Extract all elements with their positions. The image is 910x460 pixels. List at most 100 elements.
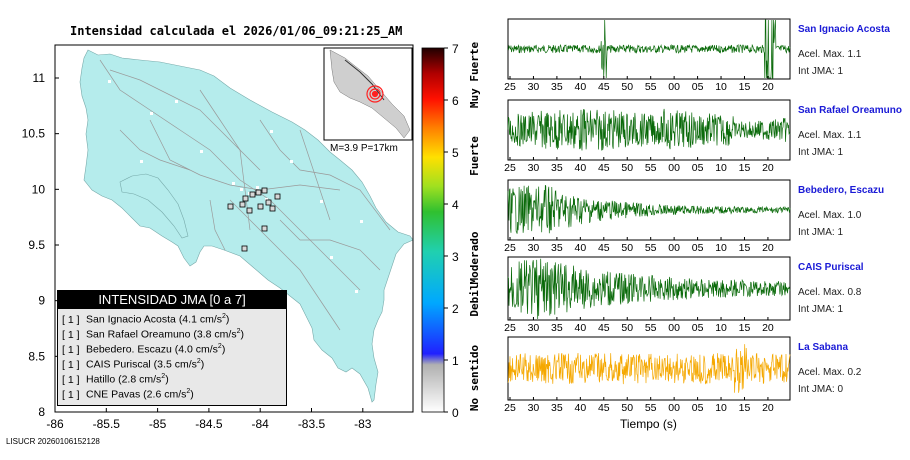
legend-station: Bebedero. Escazu (4.0 cm/s: [86, 343, 218, 356]
station-name: Bebedero, Escazu: [798, 185, 885, 196]
legend-station: Hatillo (2.8 cm/s: [86, 373, 162, 386]
town-dots: [108, 80, 363, 293]
legend-unit-exponent: 2: [236, 328, 241, 335]
waveform-panel: 25 30 35 40 45 50 55 00 05 10 15 20: [504, 99, 791, 174]
footer-id: LISUCR 20260106152128: [6, 437, 100, 446]
colorbar-category: Moderado: [468, 231, 481, 284]
station-accel: Acel. Max. 1.0: [798, 210, 862, 221]
trace-x-tick: 40: [575, 402, 587, 414]
trace-x-tick: 40: [575, 81, 587, 93]
legend-row: [ 1 ] CNE Pavas (2.6 cm/s2): [58, 384, 286, 401]
legend-level: [ 1 ]: [62, 388, 80, 401]
trace-x-tick: 00: [668, 81, 680, 93]
waveform-panel: 25 30 35 40 45 50 55 00 05 10 15 20: [504, 336, 791, 414]
trace-x-tick: 10: [715, 242, 727, 254]
waveform-panel: 25 30 35 40 45 50 55 00 05 10 15 20: [504, 18, 791, 93]
trace-x-tick: 50: [621, 322, 633, 334]
trace-x-tick: 05: [692, 242, 704, 254]
waveform-panel: 25 30 35 40 45 50 55 00 05 10 15 20: [504, 256, 791, 334]
trace-x-tick: 10: [715, 402, 727, 414]
colorbar-tick: 0: [452, 406, 459, 420]
trace-x-tick: 10: [715, 322, 727, 334]
legend-close-paren: ): [225, 313, 230, 326]
waveform-trace: [507, 258, 791, 320]
station-jma: Int JMA: 1: [798, 66, 844, 77]
legend-row: [ 1 ] Bebedero. Escazu (4.0 cm/s2): [58, 339, 286, 356]
trace-x-tick: 40: [575, 322, 587, 334]
trace-x-tick: 05: [692, 402, 704, 414]
legend-station: CAIS Puriscal (3.5 cm/s: [86, 358, 197, 371]
colorbar-tick: 1: [452, 354, 459, 368]
trace-x-tick: 15: [739, 162, 751, 174]
trace-x-tick: 30: [528, 162, 540, 174]
map-x-tick: -85: [149, 417, 167, 431]
station-accel: Acel. Max. 1.1: [798, 49, 862, 60]
colorbar-tick: 6: [452, 94, 459, 108]
colorbar-category: Fuerte: [468, 136, 481, 176]
trace-x-tick: 35: [551, 402, 563, 414]
legend-row: [ 1 ] Hatillo (2.8 cm/s2): [58, 369, 286, 386]
trace-x-tick: 55: [645, 402, 657, 414]
station-jma: Int JMA: 1: [798, 304, 844, 315]
legend-unit-exponent: 2: [196, 358, 201, 365]
trace-x-tick: 20: [762, 402, 774, 414]
trace-x-tick: 50: [621, 162, 633, 174]
legend-unit-exponent: 2: [161, 373, 166, 380]
station-accel: Acel. Max. 0.8: [798, 287, 862, 298]
station-jma: Int JMA: 1: [798, 147, 844, 158]
legend-close-paren: ): [240, 328, 244, 341]
epicenter-marker: [366, 85, 384, 103]
trace-x-tick: 15: [739, 322, 751, 334]
legend-level: [ 1 ]: [62, 328, 80, 341]
trace-x-tick: 20: [762, 81, 774, 93]
trace-x-tick: 35: [551, 81, 563, 93]
trace-x-tick: 35: [551, 242, 563, 254]
station-name: San Ignacio Acosta: [798, 24, 890, 35]
trace-x-tick: 15: [739, 402, 751, 414]
trace-x-tick: 40: [575, 242, 587, 254]
trace-x-tick: 45: [598, 81, 610, 93]
colorbar-category: No sentido: [468, 345, 481, 412]
legend-unit-exponent: 2: [222, 313, 226, 320]
trace-x-tick: 50: [621, 81, 633, 93]
trace-x-tick: 30: [528, 242, 540, 254]
station-accel: Acel. Max. 1.1: [798, 130, 862, 141]
trace-x-tick: 45: [598, 162, 610, 174]
trace-x-tick: 00: [668, 402, 680, 414]
colorbar-tick: 5: [452, 146, 459, 160]
trace-x-tick: 40: [575, 162, 587, 174]
map-y-tick: 9.5: [28, 238, 45, 252]
trace-x-tick: 00: [668, 322, 680, 334]
legend-level: [ 1 ]: [62, 343, 80, 356]
legend-close-paren: ): [165, 373, 169, 386]
inset-map: [323, 47, 413, 141]
legend-row: [ 1 ] CAIS Puriscal (3.5 cm/s2): [58, 354, 286, 371]
map-y-tick: 8.5: [28, 349, 45, 363]
legend-level: [ 1 ]: [62, 358, 80, 371]
legend-station: San Rafael Oreamuno (3.8 cm/s: [86, 328, 237, 341]
map-x-tick: -84.5: [195, 417, 223, 431]
station-markers: [227, 187, 281, 252]
legend-level: [ 1 ]: [62, 373, 80, 386]
trace-x-tick: 10: [715, 81, 727, 93]
trace-x-tick: 35: [551, 162, 563, 174]
inset-label: M=3.9 P=17km: [330, 143, 398, 154]
trace-x-tick: 25: [504, 402, 516, 414]
station-jma: Int JMA: 0: [798, 384, 844, 395]
legend-unit-exponent: 2: [217, 343, 222, 350]
legend-close-paren: ): [221, 343, 226, 356]
trace-x-tick: 45: [598, 242, 610, 254]
trace-x-tick: 20: [762, 242, 774, 254]
trace-x-tick: 50: [621, 402, 633, 414]
road-network: [99, 59, 391, 331]
legend-title: INTENSIDAD JMA [0 a 7]: [58, 291, 286, 309]
map-x-tick: -85.5: [93, 417, 121, 431]
trace-x-tick: 15: [739, 81, 751, 93]
trace-x-tick: 55: [645, 242, 657, 254]
trace-x-tick: 05: [692, 322, 704, 334]
legend-box: INTENSIDAD JMA [0 a 7] [ 1 ] San Ignacio …: [57, 290, 287, 406]
trace-x-tick: 30: [528, 402, 540, 414]
legend-close-paren: ): [200, 358, 205, 371]
trace-x-tick: 00: [668, 242, 680, 254]
